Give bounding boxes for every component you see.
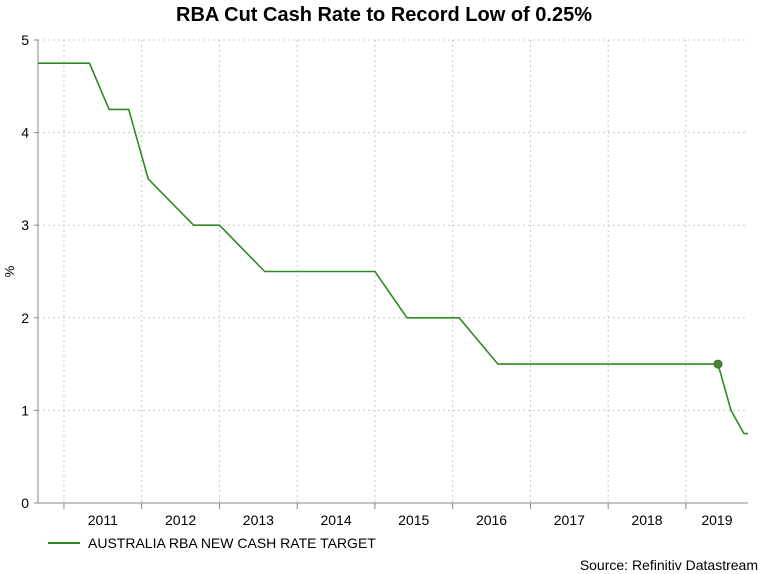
x-tick-label: 2016	[476, 512, 507, 528]
legend: AUSTRALIA RBA NEW CASH RATE TARGET	[48, 535, 376, 551]
y-tick-label: 3	[21, 217, 29, 233]
y-tick-label: 2	[21, 310, 29, 326]
x-tick-label: 2019	[701, 512, 732, 528]
legend-label: AUSTRALIA RBA NEW CASH RATE TARGET	[88, 535, 376, 551]
x-tick-label: 2011	[88, 512, 118, 528]
data-point-marker	[713, 359, 723, 369]
x-tick-label: 2015	[398, 512, 429, 528]
y-tick-label: 1	[21, 402, 29, 418]
x-tick-label: 2013	[243, 512, 274, 528]
series-line	[38, 62, 748, 435]
chart-title: RBA Cut Cash Rate to Record Low of 0.25%	[176, 4, 592, 26]
y-tick-label: 0	[21, 495, 29, 511]
y-tick-label: 5	[21, 32, 29, 48]
labels-layer: 0 1 2 3 4 5 2011 2012 2013 2014 2015 2016 2017 2018 20…	[2, 32, 733, 528]
y-axis-label: %	[2, 265, 17, 277]
x-tick-label: 2012	[165, 512, 196, 528]
axes-layer	[34, 39, 748, 509]
source-note: Source: Refinitiv Datastream	[579, 557, 758, 573]
x-tick-label: 2018	[631, 512, 662, 528]
series-layer	[38, 62, 748, 435]
x-tick-label: 2014	[320, 512, 351, 528]
x-tick-label: 2017	[554, 512, 585, 528]
y-tick-label: 4	[21, 125, 29, 141]
grid-layer	[38, 39, 748, 503]
legend-swatch	[48, 542, 80, 544]
